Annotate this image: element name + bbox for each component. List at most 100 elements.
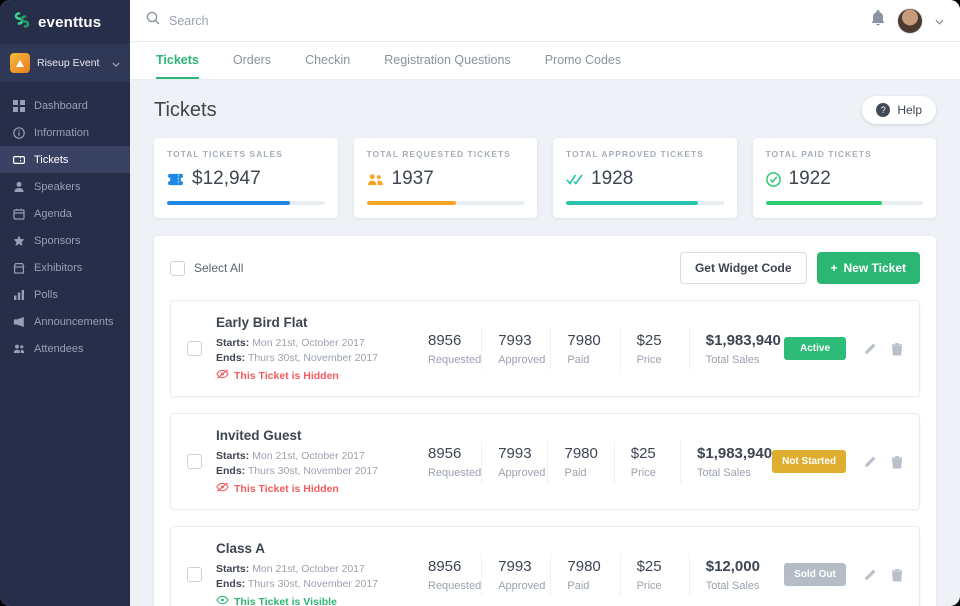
ends-label: Ends: — [216, 465, 246, 477]
starts-label: Starts: — [216, 563, 250, 575]
eye-slash-icon — [216, 482, 229, 495]
approved-label: Approved — [498, 579, 546, 592]
starts-label: Starts: — [216, 337, 250, 349]
stat-card-total-sales: TOTAL TICKETS SALES $12,947 — [154, 138, 338, 218]
sidebar-item-announcements[interactable]: Announcements — [0, 308, 130, 335]
edit-icon[interactable] — [864, 568, 877, 582]
visibility-label: This Ticket is Hidden — [234, 369, 339, 382]
progress-track — [765, 201, 923, 205]
sidebar-item-label: Announcements — [34, 315, 114, 328]
sidebar-item-tickets[interactable]: Tickets — [0, 146, 130, 173]
paid-label: Paid — [564, 466, 587, 479]
trash-icon[interactable] — [891, 568, 903, 582]
total-sales-value: $12,000 — [705, 557, 760, 575]
price-value: $25 — [630, 444, 656, 462]
brand: eventtus — [0, 0, 130, 44]
approved-label: Approved — [498, 353, 546, 366]
total-sales-value: $1,983,940 — [705, 331, 781, 349]
brand-name: eventtus — [38, 13, 102, 31]
sidebar-item-label: Dashboard — [34, 99, 88, 112]
storefront-icon — [13, 262, 25, 274]
check-circle-icon — [765, 171, 781, 187]
paid-label: Paid — [567, 353, 590, 366]
progress-track — [566, 201, 724, 205]
trash-icon[interactable] — [891, 342, 903, 356]
bell-icon[interactable] — [871, 10, 885, 31]
ticket-row: Class A Starts: Mon 21st, October 2017 E… — [170, 526, 920, 606]
search-input[interactable] — [169, 13, 469, 28]
edit-icon[interactable] — [864, 455, 877, 469]
chevron-down-icon — [112, 54, 120, 72]
sidebar-nav: Dashboard Information Tickets Speakers A… — [0, 92, 130, 362]
new-ticket-label: New Ticket — [843, 261, 906, 275]
visibility-label: This Ticket is Hidden — [234, 482, 339, 495]
help-label: Help — [897, 103, 922, 117]
stat-label: TOTAL REQUESTED TICKETS — [366, 149, 511, 159]
event-logo — [10, 53, 30, 73]
price-value: $25 — [636, 331, 662, 349]
sidebar-item-label: Agenda — [34, 207, 72, 220]
trash-icon[interactable] — [891, 455, 903, 469]
people-icon — [13, 343, 25, 355]
approved-value: 7993 — [498, 331, 532, 349]
ends-value: Thurs 30st, November 2017 — [247, 465, 379, 477]
sidebar-item-exhibitors[interactable]: Exhibitors — [0, 254, 130, 281]
sidebar-item-label: Sponsors — [34, 234, 81, 247]
sidebar-item-label: Attendees — [34, 342, 84, 355]
row-checkbox[interactable] — [187, 567, 202, 582]
paid-value: 7980 — [564, 444, 598, 462]
progress-fill — [765, 201, 883, 205]
starts-value: Mon 21st, October 2017 — [252, 563, 365, 575]
event-selector[interactable]: Riseup Event — [0, 44, 130, 82]
sidebar-item-polls[interactable]: Polls — [0, 281, 130, 308]
sidebar: eventtus Riseup Event Dashboard Informat… — [0, 0, 130, 606]
edit-icon[interactable] — [864, 342, 877, 356]
new-ticket-button[interactable]: + New Ticket — [816, 252, 920, 284]
ticket-name: Early Bird Flat — [216, 315, 308, 330]
user-avatar[interactable] — [897, 7, 923, 34]
visibility-label: This Ticket is Visible — [234, 595, 337, 606]
get-widget-code-button[interactable]: Get Widget Code — [679, 252, 807, 284]
sidebar-item-attendees[interactable]: Attendees — [0, 335, 130, 362]
search-icon — [146, 11, 160, 30]
help-button[interactable]: ? Help — [862, 96, 936, 124]
sidebar-item-sponsors[interactable]: Sponsors — [0, 227, 130, 254]
sidebar-item-information[interactable]: Information — [0, 119, 130, 146]
total-sales-label: Total Sales — [697, 466, 751, 479]
sidebar-item-label: Polls — [34, 288, 58, 301]
stat-value: $12,947 — [192, 168, 261, 189]
sidebar-item-dashboard[interactable]: Dashboard — [0, 92, 130, 119]
tab-orders[interactable]: Orders — [232, 52, 272, 67]
status-badge: Not Started — [772, 450, 846, 473]
tab-promo-codes[interactable]: Promo Codes — [544, 52, 622, 67]
sidebar-item-speakers[interactable]: Speakers — [0, 173, 130, 200]
ticket-row: Early Bird Flat Starts: Mon 21st, Octobe… — [170, 300, 920, 397]
stat-card-approved: TOTAL APPROVED TICKETS 1928 — [553, 138, 737, 218]
tab-registration-questions[interactable]: Registration Questions — [384, 52, 511, 67]
paid-value: 7980 — [567, 557, 601, 575]
sidebar-item-label: Tickets — [34, 153, 69, 166]
sidebar-item-agenda[interactable]: Agenda — [0, 200, 130, 227]
ticket-name: Invited Guest — [216, 428, 302, 443]
price-value: $25 — [636, 557, 662, 575]
star-icon — [13, 235, 25, 247]
sidebar-item-label: Information — [34, 126, 90, 139]
info-icon — [13, 126, 25, 139]
paid-label: Paid — [567, 579, 590, 592]
ends-label: Ends: — [216, 578, 246, 590]
stat-value: 1928 — [591, 168, 634, 189]
tab-tickets[interactable]: Tickets — [156, 42, 199, 79]
content: Tickets ? Help TOTAL TICKETS SALES $12,9… — [130, 80, 960, 606]
requested-value: 8956 — [428, 557, 462, 575]
stat-label: TOTAL TICKETS SALES — [167, 149, 283, 159]
question-icon: ? — [876, 103, 891, 117]
stat-card-paid: TOTAL PAID TICKETS 1922 — [752, 138, 936, 218]
tab-checkin[interactable]: Checkin — [305, 52, 351, 67]
status-badge: Sold Out — [784, 563, 846, 586]
row-checkbox[interactable] — [187, 454, 202, 469]
select-all-checkbox[interactable] — [170, 260, 185, 276]
topbar — [130, 0, 960, 42]
chevron-down-icon[interactable] — [935, 12, 944, 30]
row-checkbox[interactable] — [187, 341, 202, 356]
